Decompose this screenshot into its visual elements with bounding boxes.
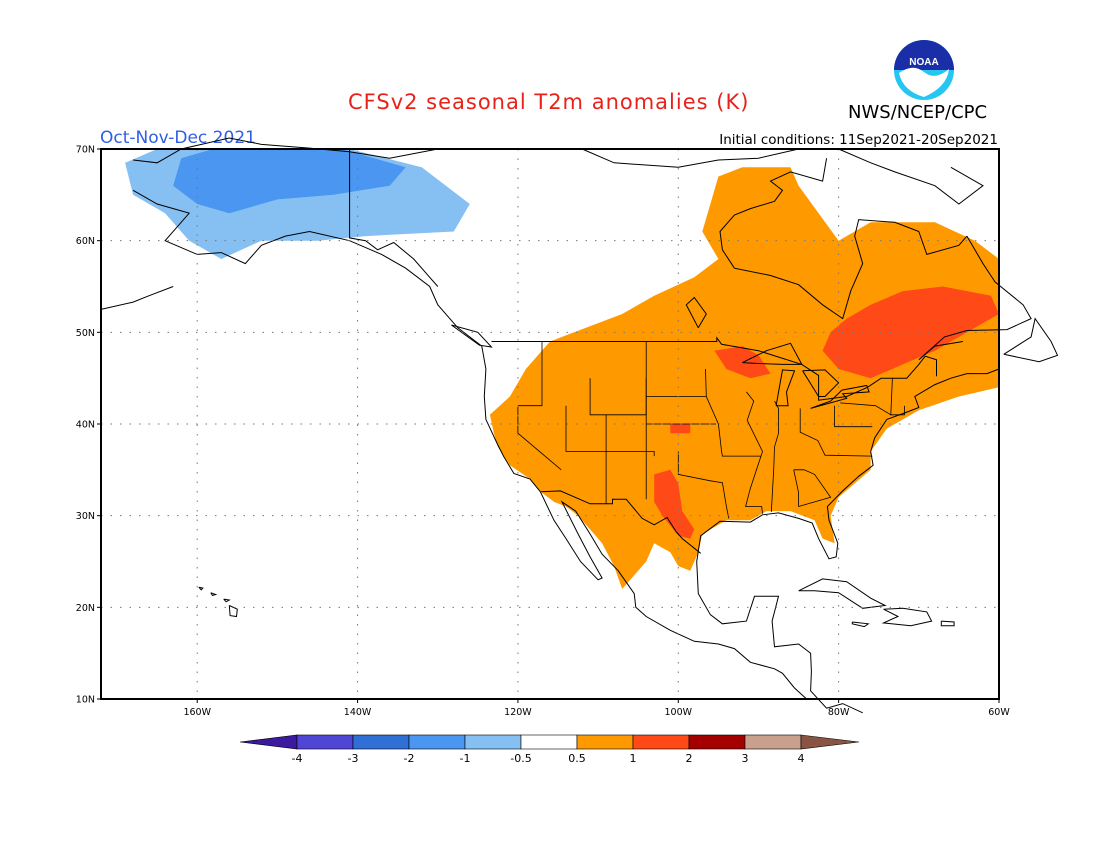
state-border-13 [834,405,873,428]
coast-vancouver-island [451,324,493,348]
lat-label: 70N [76,145,95,156]
agency-label: NWS/NCEP/CPC [848,102,988,123]
colorbar-label: 2 [686,752,693,765]
coast-labrador [918,235,1032,361]
coast-puerto-rico [940,620,955,627]
lon-label: 160W [183,707,211,718]
lake-michigan [775,369,796,407]
colorbar-arrow-low [239,734,298,750]
coast-alaska-north [133,137,438,164]
lon-label: 120W [504,707,532,718]
coast-hawaii-kauai [198,586,204,591]
conus-canada-warm-region [489,167,999,590]
latitude-labels: 70N 60N 50N 40N 30N 20N 10N [76,145,101,706]
alaska-cold-core [173,149,406,214]
colorbar-label: 3 [742,752,749,765]
colorbar-label: -2 [404,752,415,765]
colorbar-swatch [744,734,802,750]
lon-label: 60W [988,707,1010,718]
state-border-7 [677,451,730,519]
colorbar-swatch [408,734,466,750]
border-alaska-canada [349,149,439,287]
coast-hispaniola [881,607,933,627]
colorbar-label: 0.5 [568,752,586,765]
lat-label: 20N [76,603,95,614]
lat-label: 30N [76,511,95,522]
border-us-mexico [541,490,702,554]
coast-hawaii-big [228,605,238,618]
colorbar-swatch [576,734,634,750]
colorbar-label: 1 [630,752,637,765]
state-border-9 [745,391,763,514]
coast-hawaii-oahu [210,592,218,596]
colorbar-label: 4 [798,752,805,765]
anomaly-fill-layer [125,149,999,590]
colorbar-swatch [352,734,410,750]
colorbar-label: -1 [460,752,471,765]
colorbar-swatch [520,734,578,750]
colorbar-swatch [464,734,522,750]
colorbar-arrow-high [800,734,860,750]
lake-huron [802,369,840,397]
noaa-logo-icon: NOAA [894,40,954,100]
coastline-layer [100,137,1059,714]
longitude-labels: 160W 140W 120W 100W 80W 60W [183,699,1010,718]
coast-aleutians [100,286,174,310]
lon-label: 140W [344,707,372,718]
coast-jamaica [851,621,870,628]
state-border-8 [705,368,761,457]
logo-text: NOAA [909,57,938,68]
colorbar-swatch [632,734,690,750]
coast-hudson-bay [721,219,968,320]
lat-label: 50N [76,328,95,339]
state-border-10 [770,400,779,513]
map-title: CFSv2 seasonal T2m anomalies (K) [348,90,750,114]
coast-hawaii-maui [223,598,231,603]
colorbar-swatch [688,734,746,750]
state-border-15 [890,405,905,416]
coast-north-america-west [132,189,807,700]
colorbar-swatch [296,734,354,750]
colorbar-label: -4 [292,752,303,765]
kansas-hot-patch [670,424,691,434]
state-border-11 [799,408,873,457]
coast-baffin [838,148,984,205]
lat-label: 10N [76,695,95,706]
quebec-hot-region [822,286,999,379]
lake-winnipeg [685,296,707,329]
coast-arctic-islands [581,148,799,168]
forecast-period: Oct-Nov-Dec 2021 [100,128,256,148]
state-border-12 [793,469,832,508]
coast-gulf-atlantic [696,368,1000,714]
lon-label: 80W [828,707,850,718]
colorbar-label: -3 [348,752,359,765]
colorbar-label: -0.5 [510,752,531,765]
coast-cuba [798,578,887,609]
lat-label: 60N [76,236,95,247]
coast-hudson-bay-west [719,158,828,250]
lon-label: 100W [665,707,693,718]
lat-label: 40N [76,420,95,431]
texas-hot-region [654,469,695,539]
state-border-14 [840,378,893,416]
border-us-canada [491,336,937,401]
coast-newfoundland [1003,317,1059,363]
state-border-4 [565,405,655,457]
lake-erie-ontario [810,384,870,409]
initial-conditions-label: Initial conditions: 11Sep2021-20Sep2021 [719,132,998,148]
